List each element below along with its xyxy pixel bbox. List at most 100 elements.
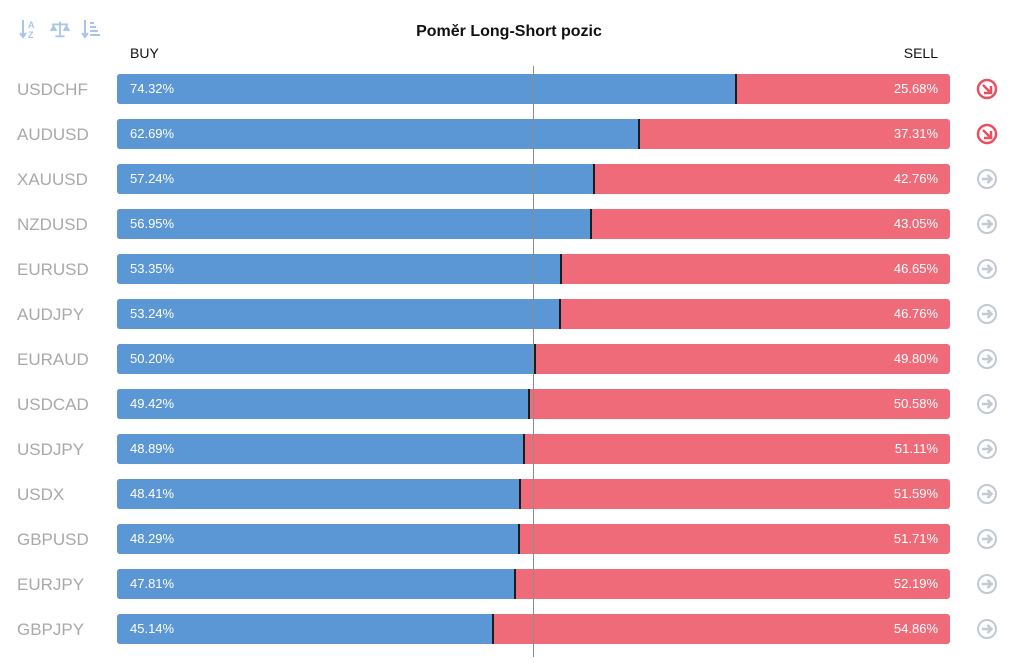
buy-bar (117, 74, 736, 104)
sell-percentage: 46.76% (893, 306, 938, 321)
sort-alpha-icon[interactable]: A Z (18, 17, 40, 41)
sell-bar[interactable]: 53.35% 46.65% (117, 254, 950, 284)
chart-row: GBPJPY 45.14% 54.86% (0, 614, 1018, 644)
buy-bar (117, 479, 520, 509)
buy-bar (117, 434, 524, 464)
arrow-right-icon[interactable] (976, 483, 998, 505)
chart-row: XAUUSD 57.24% 42.76% (0, 164, 1018, 194)
symbol-label[interactable]: AUDUSD (17, 125, 89, 144)
ratio-divider (534, 344, 536, 374)
sell-percentage: 43.05% (893, 216, 938, 231)
symbol-label[interactable]: AUDJPY (17, 305, 85, 324)
symbol-label[interactable]: NZDUSD (17, 215, 88, 234)
chart-row: EURAUD 50.20% 49.80% (0, 344, 1018, 374)
ratio-divider (590, 209, 592, 239)
arrow-right-icon[interactable] (976, 393, 998, 415)
buy-percentage: 56.95% (130, 216, 175, 231)
sell-percentage: 50.58% (893, 396, 938, 411)
arrow-right-icon[interactable] (976, 438, 998, 460)
ratio-divider (514, 569, 516, 599)
buy-percentage: 62.69% (130, 126, 175, 141)
sell-bar[interactable]: 62.69% 37.31% (117, 119, 950, 149)
chart-row: USDJPY 48.89% 51.11% (0, 434, 1018, 464)
chart-row: USDX 48.41% 51.59% (0, 479, 1018, 509)
sell-percentage: 25.68% (893, 81, 938, 96)
sell-percentage: 37.31% (893, 126, 938, 141)
buy-percentage: 74.32% (130, 81, 175, 96)
buy-bar (117, 614, 493, 644)
symbol-label[interactable]: USDCAD (17, 395, 89, 414)
sell-percentage: 46.65% (893, 261, 938, 276)
buy-bar (117, 254, 561, 284)
arrow-down-right-icon[interactable] (976, 123, 998, 145)
ratio-divider (518, 524, 520, 554)
buy-percentage: 53.24% (130, 306, 175, 321)
ratio-divider (560, 254, 562, 284)
ratio-divider (559, 299, 561, 329)
arrow-down-right-icon[interactable] (976, 78, 998, 100)
symbol-label[interactable]: EURAUD (17, 350, 89, 369)
sell-percentage: 51.59% (893, 486, 938, 501)
arrow-right-icon[interactable] (976, 618, 998, 640)
symbol-label[interactable]: USDCHF (17, 80, 88, 99)
ratio-divider (523, 434, 525, 464)
chart-row: AUDUSD 62.69% 37.31% (0, 119, 1018, 149)
symbol-label[interactable]: EURUSD (17, 260, 89, 279)
svg-text:A: A (28, 20, 35, 30)
buy-column-label: BUY (130, 45, 159, 61)
symbol-label[interactable]: USDX (17, 485, 65, 504)
buy-bar (117, 119, 639, 149)
balance-scale-icon[interactable] (49, 17, 71, 41)
chart-row: AUDJPY 53.24% 46.76% (0, 299, 1018, 329)
ratio-divider (519, 479, 521, 509)
sort-numeric-icon[interactable] (80, 17, 102, 41)
fifty-percent-line (533, 66, 534, 657)
buy-percentage: 57.24% (130, 171, 175, 186)
buy-bar (117, 209, 591, 239)
buy-bar (117, 299, 560, 329)
svg-text:Z: Z (28, 30, 34, 40)
symbol-label[interactable]: GBPUSD (17, 530, 89, 549)
buy-bar (117, 524, 519, 554)
chart-row: GBPUSD 48.29% 51.71% (0, 524, 1018, 554)
buy-percentage: 53.35% (130, 261, 175, 276)
sell-percentage: 42.76% (893, 171, 938, 186)
sell-column-label: SELL (903, 45, 938, 61)
symbol-label[interactable]: XAUUSD (17, 170, 88, 189)
sell-percentage: 49.80% (893, 351, 938, 366)
buy-percentage: 49.42% (130, 396, 175, 411)
ratio-divider (492, 614, 494, 644)
buy-bar (117, 344, 535, 374)
chart-title: Poměr Long-Short pozic (416, 23, 602, 40)
arrow-right-icon[interactable] (976, 528, 998, 550)
buy-percentage: 48.41% (130, 486, 175, 501)
arrow-right-icon[interactable] (976, 303, 998, 325)
chart-row: NZDUSD 56.95% 43.05% (0, 209, 1018, 239)
sell-percentage: 52.19% (893, 576, 938, 591)
ratio-divider (593, 164, 595, 194)
chart-row: USDCHF 74.32% 25.68% (0, 74, 1018, 104)
buy-bar (117, 569, 515, 599)
chart-row: EURJPY 47.81% 52.19% (0, 569, 1018, 599)
sell-percentage: 51.11% (894, 441, 938, 456)
symbol-label[interactable]: EURJPY (17, 575, 85, 594)
chart-row: USDCAD 49.42% 50.58% (0, 389, 1018, 419)
buy-bar (117, 389, 529, 419)
ratio-divider (528, 389, 530, 419)
sell-percentage: 51.71% (893, 531, 938, 546)
symbol-label[interactable]: GBPJPY (17, 620, 85, 639)
symbol-label[interactable]: USDJPY (17, 440, 85, 459)
sell-percentage: 54.86% (893, 621, 938, 636)
ratio-divider (735, 74, 737, 104)
arrow-right-icon[interactable] (976, 573, 998, 595)
toolbar: A Z (18, 17, 102, 41)
arrow-right-icon[interactable] (976, 168, 998, 190)
buy-bar (117, 164, 594, 194)
arrow-right-icon[interactable] (976, 258, 998, 280)
ratio-divider (638, 119, 640, 149)
buy-percentage: 50.20% (130, 351, 175, 366)
buy-percentage: 48.29% (130, 531, 175, 546)
arrow-right-icon[interactable] (976, 213, 998, 235)
arrow-right-icon[interactable] (976, 348, 998, 370)
buy-percentage: 45.14% (130, 621, 175, 636)
